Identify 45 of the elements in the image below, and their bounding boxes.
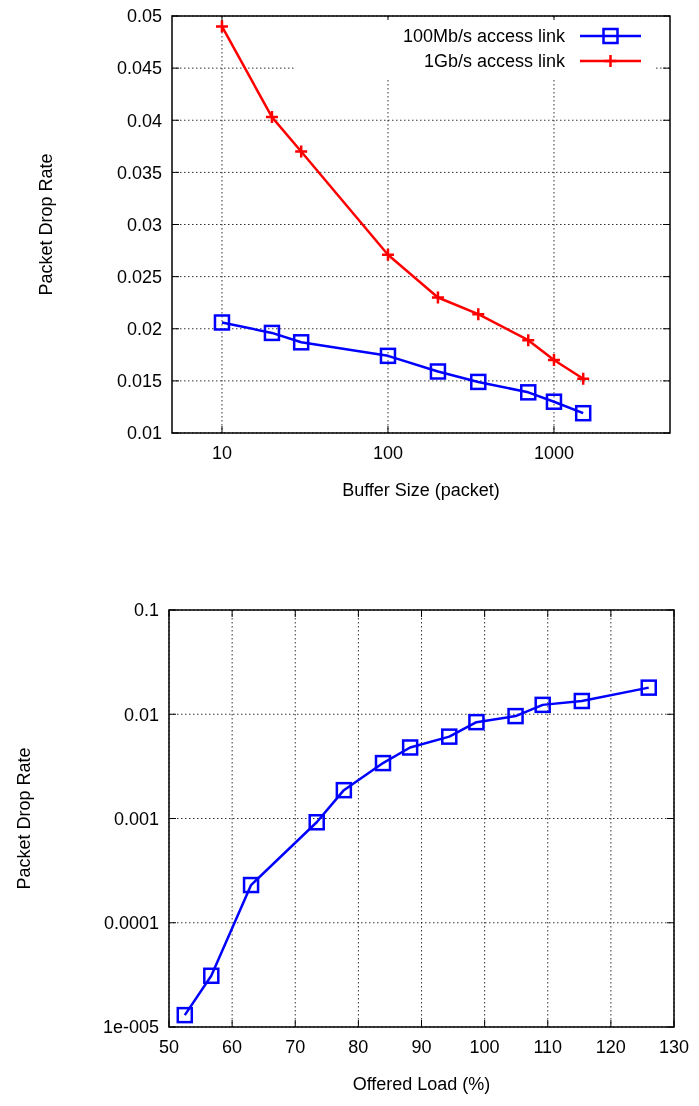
y-tick-label: 0.035 [116, 162, 162, 183]
legend-label: 1Gb/s access link [423, 51, 566, 72]
point [468, 713, 485, 731]
y-tick-label: 0.1 [133, 600, 159, 621]
y-tick-label: 0.04 [126, 110, 162, 131]
y-tick-label: 0.0001 [103, 913, 159, 934]
y-tick-label: 0.05 [126, 6, 162, 27]
y-tick-label: 0.015 [116, 371, 162, 392]
legend-label: 100Mb/s access link [402, 26, 566, 47]
y-tick-label: 1e-005 [102, 1017, 159, 1038]
y-tick-label: 0.02 [126, 319, 162, 340]
x-tick-label: 50 [158, 1037, 180, 1057]
y-tick-label: 0.001 [113, 808, 159, 829]
x-axis-title: Buffer Size (packet) [342, 480, 500, 500]
x-tick-label: 110 [533, 1037, 563, 1057]
y-tick-label: 0.03 [126, 214, 162, 235]
point [176, 1006, 194, 1024]
x-tick-label: 10 [211, 443, 232, 463]
point [242, 876, 260, 894]
y-tick-label: 0.025 [116, 266, 162, 287]
point [374, 754, 392, 772]
y-tick-label: 0.01 [123, 704, 159, 725]
x-tick-label: 80 [348, 1037, 369, 1057]
point [308, 814, 325, 831]
y-tick-label: 0.045 [116, 58, 162, 79]
point [640, 679, 657, 696]
x-tick-label: 60 [222, 1037, 243, 1057]
point [534, 696, 551, 714]
point [573, 692, 591, 710]
point [507, 707, 524, 725]
x-tick-label: 90 [411, 1037, 432, 1057]
y-axis-title: Packet Drop Rate [36, 153, 56, 296]
x-tick-label: 100 [469, 1037, 500, 1057]
x-tick-label: 100 [372, 443, 403, 463]
y-axis-title: Packet Drop Rate [14, 747, 34, 890]
x-tick-label: 70 [285, 1037, 306, 1057]
point [335, 781, 353, 799]
x-tick-label: 130 [658, 1037, 690, 1057]
x-axis-title: Offered Load (%) [352, 1074, 491, 1094]
y-tick-label: 0.01 [126, 423, 162, 444]
point [203, 967, 220, 985]
x-tick-label: 1000 [533, 443, 574, 463]
x-tick-label: 120 [595, 1037, 626, 1057]
point [441, 728, 458, 745]
point [401, 739, 419, 756]
